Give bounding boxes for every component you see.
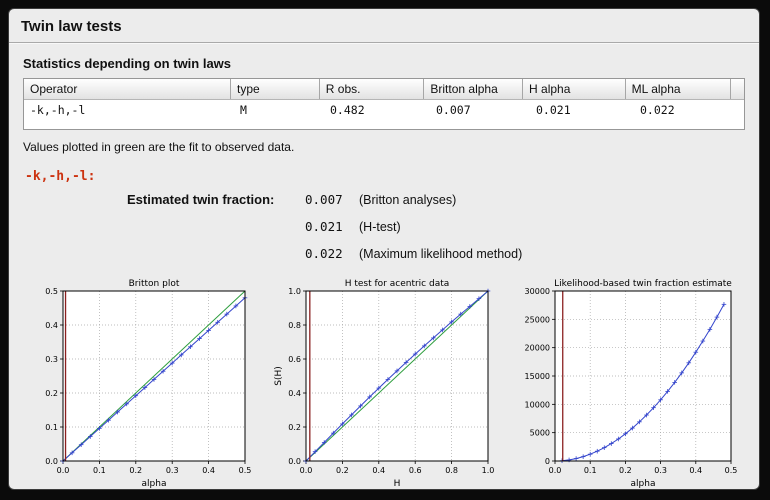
table-cell: 0.021 [536,103,571,117]
likelihood-plot: 0.0 0.1 0.2 0.3 0.4 0.5 0 5000 10000 15000 20000 25… [525,279,738,489]
h-test-plot: 0.0 0.2 0.4 0.6 0.8 1.0 0.0 0.2 0.4 0.6 0.8 1.0 H te… [274,279,495,489]
section-heading: Statistics depending on twin laws [23,56,232,71]
table-header-cell[interactable]: H alpha [523,79,626,99]
svg-text:alpha: alpha [142,479,167,489]
svg-text:1.0: 1.0 [482,466,495,475]
svg-text:0.2: 0.2 [336,466,349,475]
britton-alpha-value: 0.007 [305,192,343,207]
svg-text:15000: 15000 [525,372,550,381]
svg-text:0.2: 0.2 [619,466,632,475]
table-header-cell[interactable]: R obs. [320,79,425,99]
svg-text:0.8: 0.8 [445,466,458,475]
svg-text:30000: 30000 [525,287,550,296]
svg-text:0.2: 0.2 [129,466,142,475]
ml-alpha-value: 0.022 [305,246,343,261]
twin-law-tests-window: Twin law tests Statistics depending on t… [8,8,760,490]
twin-law-table: Operator type R obs. Britton alpha H alpha ML… [23,78,745,130]
svg-text:0.4: 0.4 [288,389,301,398]
svg-text:0.6: 0.6 [409,466,422,475]
svg-text:20000: 20000 [525,344,550,353]
table-header-row: Operator type R obs. Britton alpha H alpha ML… [24,79,744,100]
svg-text:H: H [394,479,401,489]
table-body: -k,-h,-l M 0.482 0.007 0.021 0.022 [24,100,744,129]
svg-text:Britton plot: Britton plot [129,279,180,289]
table-cell: 0.007 [436,103,471,117]
twin-fraction-label: Estimated twin fraction: [127,192,275,207]
svg-text:25000: 25000 [525,315,550,324]
twin-fraction-block: Estimated twin fraction: 0.007 (Britton … [127,192,759,273]
svg-text:0.3: 0.3 [45,355,58,364]
svg-text:0: 0 [545,457,550,466]
svg-text:Likelihood-based twin fraction: Likelihood-based twin fraction estimate [554,279,732,289]
svg-text:0.3: 0.3 [654,466,667,475]
britton-method-label: (Britton analyses) [359,193,457,207]
svg-text:0.1: 0.1 [584,466,597,475]
svg-text:0.1: 0.1 [45,423,58,432]
svg-text:0.2: 0.2 [45,389,58,398]
svg-text:0.0: 0.0 [57,466,70,475]
svg-text:0.8: 0.8 [288,321,301,330]
svg-text:0.0: 0.0 [549,466,562,475]
table-cell: 0.022 [640,103,675,117]
table-header-stub [731,79,744,99]
svg-text:0.1: 0.1 [93,466,106,475]
svg-text:0.4: 0.4 [372,466,385,475]
table-cell: 0.482 [330,103,365,117]
svg-text:0.4: 0.4 [45,321,58,330]
svg-text:0.4: 0.4 [689,466,702,475]
table-cell: M [240,103,247,117]
table-header-cell[interactable]: ML alpha [626,79,732,99]
svg-text:0.0: 0.0 [300,466,313,475]
svg-text:0.3: 0.3 [166,466,179,475]
svg-text:0.4: 0.4 [202,466,215,475]
svg-text:S(H): S(H) [274,366,284,386]
twin-fraction-row: 0.021 (H-test) [127,219,759,246]
svg-text:alpha: alpha [631,479,656,489]
svg-text:H test for acentric data: H test for acentric data [345,279,450,289]
h-test-alpha-value: 0.021 [305,219,343,234]
svg-text:0.6: 0.6 [288,355,301,364]
britton-plot: 0.0 0.1 0.2 0.3 0.4 0.5 0.0 0.1 0.2 0.3 0.4 0.5 Brit… [45,279,252,489]
operator-heading: -k,-h,-l: [25,169,96,184]
svg-text:0.0: 0.0 [45,457,58,466]
h-test-method-label: (H-test) [359,220,401,234]
table-cell: -k,-h,-l [30,103,86,117]
table-header-cell[interactable]: Britton alpha [424,79,524,99]
svg-text:0.5: 0.5 [725,466,738,475]
svg-text:0.2: 0.2 [288,423,301,432]
twin-fraction-row: Estimated twin fraction: 0.007 (Britton … [127,192,759,219]
table-header-cell[interactable]: type [231,79,320,99]
table-row[interactable]: -k,-h,-l M 0.482 0.007 0.021 0.022 [24,100,744,120]
twin-fraction-row: 0.022 (Maximum likelihood method) [127,246,759,273]
green-fit-note: Values plotted in green are the fit to o… [23,140,295,154]
ml-method-label: (Maximum likelihood method) [359,247,523,261]
svg-text:0.5: 0.5 [239,466,252,475]
svg-text:1.0: 1.0 [288,287,301,296]
page-title: Twin law tests [9,9,759,43]
charts-row: 0.0 0.1 0.2 0.3 0.4 0.5 0.0 0.1 0.2 0.3 0.4 0.5 Brit… [9,273,759,489]
svg-text:0.0: 0.0 [288,457,301,466]
svg-text:5000: 5000 [530,429,550,438]
svg-text:0.5: 0.5 [45,287,58,296]
svg-text:10000: 10000 [525,400,550,409]
table-header-cell[interactable]: Operator [24,79,231,99]
